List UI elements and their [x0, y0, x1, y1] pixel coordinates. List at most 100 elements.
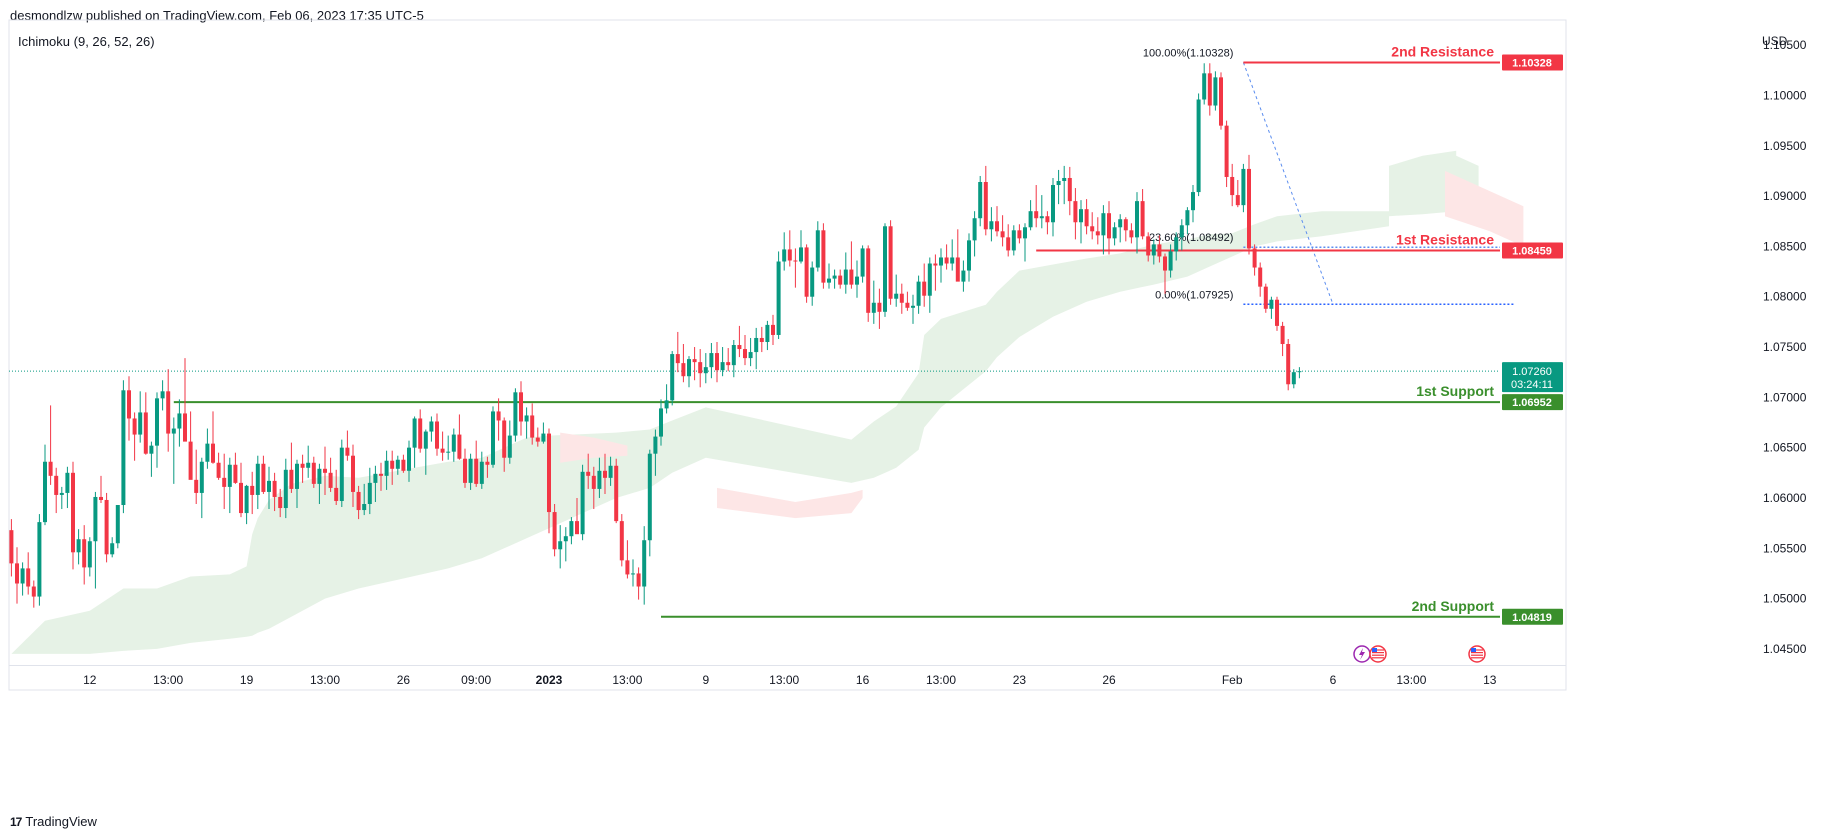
- candle-body: [888, 226, 893, 299]
- price-tick-label: 1.06000: [1763, 491, 1807, 505]
- candle: [87, 537, 92, 577]
- resistance-price-tag[interactable]: [1502, 242, 1563, 259]
- candle-body: [1062, 177, 1067, 181]
- fib-level-label: 23.60%(1.08492): [1149, 232, 1233, 244]
- us-flag-event-icon[interactable]: [1369, 645, 1387, 663]
- candle: [323, 446, 327, 495]
- candle-body: [323, 468, 327, 473]
- candle-body: [1146, 236, 1151, 256]
- candle: [647, 449, 652, 557]
- candle-body: [423, 431, 428, 449]
- us-flag-event-icon[interactable]: [1468, 645, 1486, 663]
- candle-body: [239, 482, 243, 514]
- candle-body: [93, 496, 98, 542]
- candle-body: [474, 458, 479, 484]
- candle-body: [339, 447, 344, 501]
- candle-body: [743, 349, 747, 359]
- candle: [709, 343, 714, 379]
- candle-body: [1252, 248, 1257, 268]
- candle: [446, 435, 451, 460]
- price-axis[interactable]: 1.04500 1.05000 1.05500 1.06000 1.06500 1.070…: [1763, 38, 1807, 656]
- tradingview-logo[interactable]: 17 TradingView: [10, 814, 97, 829]
- candle-body: [48, 461, 53, 476]
- candle-body: [407, 447, 411, 471]
- candle: [1056, 169, 1061, 205]
- candle-body: [110, 543, 115, 555]
- candle-body: [1247, 168, 1251, 249]
- candle: [692, 347, 697, 381]
- fib-level-label: 100.00%(1.10328): [1143, 47, 1234, 59]
- candle: [261, 455, 266, 494]
- candle: [121, 380, 126, 514]
- price-tick-label: 1.07000: [1763, 390, 1807, 404]
- candle: [681, 344, 686, 383]
- lightning-event-icon[interactable]: [1353, 645, 1371, 663]
- candle-body: [944, 257, 949, 264]
- candle: [474, 440, 479, 487]
- candle-body: [295, 463, 299, 489]
- candle-body: [1263, 286, 1268, 309]
- last-price-tag[interactable]: [1502, 362, 1563, 393]
- candle-body: [519, 392, 523, 422]
- candle: [810, 261, 815, 306]
- candle-body: [838, 275, 843, 285]
- candle: [659, 399, 663, 446]
- candle-body: [731, 345, 736, 366]
- candle: [1028, 200, 1033, 231]
- support-price-tag[interactable]: [1502, 608, 1563, 625]
- candle-body: [1168, 251, 1173, 271]
- candle: [860, 245, 865, 283]
- candle: [1151, 239, 1156, 265]
- candle: [110, 537, 115, 558]
- time-tick-label: 13:00: [153, 673, 183, 687]
- candle: [289, 442, 294, 493]
- indicator-legend[interactable]: Ichimoku (9, 26, 52, 26): [18, 34, 155, 49]
- candle-body: [127, 390, 131, 419]
- candle: [211, 411, 215, 464]
- event-markers[interactable]: [1353, 645, 1486, 663]
- time-tick-label: 26: [397, 673, 411, 687]
- candle-body: [1045, 216, 1050, 223]
- candle-body: [278, 496, 283, 509]
- candle-body: [967, 240, 971, 271]
- candle: [356, 485, 361, 520]
- time-axis[interactable]: 12 13:00 19 13:00 26 09:00 2023 13:00 9 13:00 16 13…: [83, 673, 1497, 687]
- candle: [300, 454, 305, 483]
- candle-body: [1135, 201, 1139, 238]
- resistance-price-tag[interactable]: [1502, 54, 1563, 71]
- candle-body: [1123, 219, 1128, 231]
- support-price-tag[interactable]: [1502, 394, 1563, 411]
- candle-body: [827, 278, 831, 283]
- resistance-price-tag-text: 1.08459: [1512, 246, 1552, 258]
- time-tick-label: 23: [1013, 673, 1027, 687]
- candle-body: [205, 443, 210, 462]
- candle-body: [1157, 244, 1162, 257]
- candle: [614, 458, 619, 524]
- candle-body: [860, 248, 865, 277]
- candle: [1269, 296, 1274, 319]
- candle-body: [855, 276, 859, 285]
- candle-body: [71, 472, 75, 553]
- candle: [412, 416, 417, 468]
- candle-body: [552, 512, 557, 550]
- candle: [502, 417, 507, 472]
- fibonacci-retracement: 100.00%(1.10328) 23.60%(1.08492) 0.00%(1.0…: [1143, 47, 1515, 306]
- candle: [479, 451, 484, 489]
- candle: [71, 461, 75, 570]
- candle-body: [496, 411, 501, 421]
- time-tick-label: 09:00: [461, 673, 491, 687]
- candle: [916, 275, 921, 314]
- candle: [334, 469, 339, 506]
- candle-body: [647, 453, 652, 541]
- candle-body: [183, 413, 187, 442]
- candle-body: [177, 413, 182, 429]
- candle: [636, 567, 641, 600]
- candle-body: [65, 472, 70, 493]
- candle-body: [250, 485, 255, 495]
- candle: [927, 257, 932, 313]
- candle: [429, 416, 434, 442]
- candle-body: [1028, 211, 1033, 228]
- candle-body: [776, 261, 781, 335]
- candle: [1258, 262, 1263, 297]
